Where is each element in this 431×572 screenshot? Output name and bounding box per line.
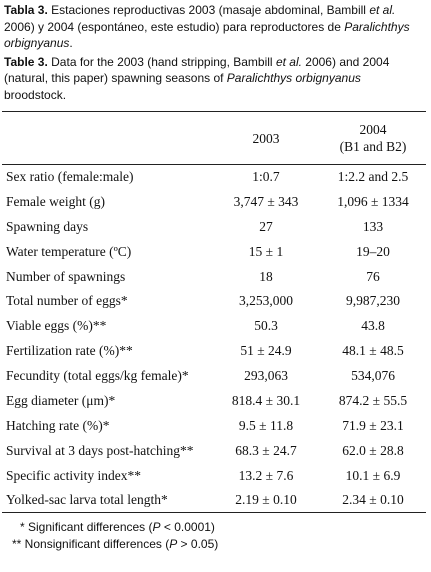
italic-text: et al. <box>275 54 302 69</box>
value-cell: 13.2 ± 7.6 <box>238 467 294 483</box>
table-row: Viable eggs (%)** 50.3 43.8 <box>2 314 426 339</box>
label-cell: Water temperature (ºC) <box>6 243 132 259</box>
value-cell: 71.9 ± 23.1 <box>342 417 404 433</box>
value-cell: 1:0.7 <box>252 169 280 185</box>
text: broodstock. <box>4 87 67 102</box>
label-cell: Egg diameter (μm)* <box>6 392 116 408</box>
italic-text: Paralichthys orbignyanus <box>226 71 361 85</box>
caption-es: Tabla 3. Estaciones reproductivas 2003 (… <box>0 0 431 52</box>
value-cell: 818.4 ± 30.1 <box>231 392 301 408</box>
header-line: (B1 and B2) <box>339 139 407 154</box>
label-cell: Total number of eggs* <box>6 293 128 309</box>
label-cell: Specific activity index** <box>6 467 141 483</box>
value-cell: 2.34 ± 0.10 <box>342 492 404 508</box>
text: > 0.05) <box>177 537 219 552</box>
value-cell: 76 <box>366 268 380 284</box>
value-cell: 9.5 ± 11.8 <box>238 417 294 433</box>
label-cell: Yolked-sac larva total length* <box>6 492 168 508</box>
value-cell: 874.2 ± 55.5 <box>338 392 408 408</box>
value-cell: 27 <box>259 218 273 234</box>
value-cell: 62.0 ± 28.8 <box>342 442 404 458</box>
value-cell: 133 <box>362 218 384 234</box>
header-row: 2003 2004 (B1 and B2) <box>2 111 426 165</box>
footnote: ** Nonsignificant differences (P > 0.05) <box>0 536 431 553</box>
value-cell: 50.3 <box>254 318 278 334</box>
table-row: Yolked-sac larva total length* 2.19 ± 0.1… <box>2 488 426 513</box>
label-cell: Female weight (g) <box>6 193 105 209</box>
value-cell: 48.1 ± 48.5 <box>342 343 404 359</box>
value-cell: 3,747 ± 343 <box>233 193 299 209</box>
value-cell: 1:2.2 and 2.5 <box>337 169 409 185</box>
text: < 0.0001) <box>160 520 215 535</box>
text: Estaciones reproductivas 2003 (masaje ab… <box>51 3 370 17</box>
value-cell: 3,253,000 <box>239 293 293 309</box>
value-cell: 51 ± 24.9 <box>240 343 292 359</box>
table-row: Egg diameter (μm)* 818.4 ± 30.1 874.2 ± 55… <box>2 389 426 414</box>
footnotes: * Significant differences (P < 0.0001) **… <box>0 519 431 553</box>
label-cell: Spawning days <box>6 218 89 234</box>
text: 2006) and 2004 (natural, this paper) spa… <box>4 54 390 86</box>
italic-text: P <box>152 520 161 535</box>
value-cell: 19–20 <box>356 243 390 259</box>
value-cell: 68.3 ± 24.7 <box>235 442 297 458</box>
value-cell: 43.8 <box>361 318 385 334</box>
label-cell: Hatching rate (%)* <box>6 417 110 433</box>
table-row: Female weight (g) 3,747 ± 343 1,096 ± 1334 <box>2 189 426 214</box>
value-cell: 293,063 <box>244 368 288 384</box>
header-cell: 2004 (B1 and B2) <box>320 112 426 165</box>
text: Data for the 2003 (hand stripping, Bambi… <box>51 54 276 69</box>
caption-label: Table 3. <box>4 54 48 69</box>
italic-text: et al. <box>369 3 396 17</box>
table-row: Specific activity index** 13.2 ± 7.6 10.1 … <box>2 463 426 488</box>
text: 2006) y 2004 (espontáneo, este estudio) … <box>4 19 345 34</box>
table-row: Sex ratio (female:male) 1:0.7 1:2.2 and 2.… <box>2 165 426 190</box>
value-cell: 15 ± 1 <box>248 243 284 259</box>
value-cell: 2.19 ± 0.10 <box>235 492 297 508</box>
value-cell: 18 <box>259 268 273 284</box>
label-cell: Number of spawnings <box>6 268 126 284</box>
text: ** Nonsignificant differences ( <box>12 537 170 552</box>
caption-label: Tabla 3. <box>4 3 48 17</box>
table-row: Fertilization rate (%)** 51 ± 24.9 48.1 ± … <box>2 339 426 364</box>
label-cell: Viable eggs (%)** <box>6 318 107 334</box>
table-row: Water temperature (ºC) 15 ± 1 19–20 <box>2 239 426 264</box>
value-cell: 9,987,230 <box>346 293 400 309</box>
italic-text: Paralichthys orbignyanus <box>4 19 410 51</box>
table-row: Number of spawnings 18 76 <box>2 264 426 289</box>
value-cell: 1,096 ± 1334 <box>337 193 409 209</box>
data-table: 2003 2004 (B1 and B2) Sex ratio (female:m… <box>2 111 426 513</box>
value-cell: 10.1 ± 6.9 <box>345 467 401 483</box>
table-row: Total number of eggs* 3,253,000 9,987,230 <box>2 289 426 314</box>
header-cell: 2003 <box>252 130 280 146</box>
caption-text: Estaciones reproductivas 2003 (masaje ab… <box>4 3 410 50</box>
footnote: * Significant differences (P < 0.0001) <box>0 519 431 536</box>
caption-text: Data for the 2003 (hand stripping, Bambi… <box>4 55 389 102</box>
text: * Significant differences ( <box>20 520 153 535</box>
label-cell: Fertilization rate (%)** <box>6 343 133 359</box>
label-cell: Sex ratio (female:male) <box>6 169 134 185</box>
header-line: 2004 <box>359 122 387 137</box>
label-cell: Survival at 3 days post-hatching** <box>6 442 194 458</box>
value-cell: 534,076 <box>351 368 395 384</box>
table-row: Fecundity (total eggs/kg female)* 293,063… <box>2 364 426 389</box>
label-cell: Fecundity (total eggs/kg female)* <box>6 368 189 384</box>
italic-text: P <box>169 537 178 552</box>
table-row: Hatching rate (%)* 9.5 ± 11.8 71.9 ± 23.1 <box>2 413 426 438</box>
table-row: Survival at 3 days post-hatching** 68.3 ±… <box>2 438 426 463</box>
caption-en: Table 3. Data for the 2003 (hand strippi… <box>0 52 431 104</box>
text: . <box>69 36 73 50</box>
header-cell <box>2 112 212 165</box>
table-row: Spawning days 27 133 <box>2 214 426 239</box>
